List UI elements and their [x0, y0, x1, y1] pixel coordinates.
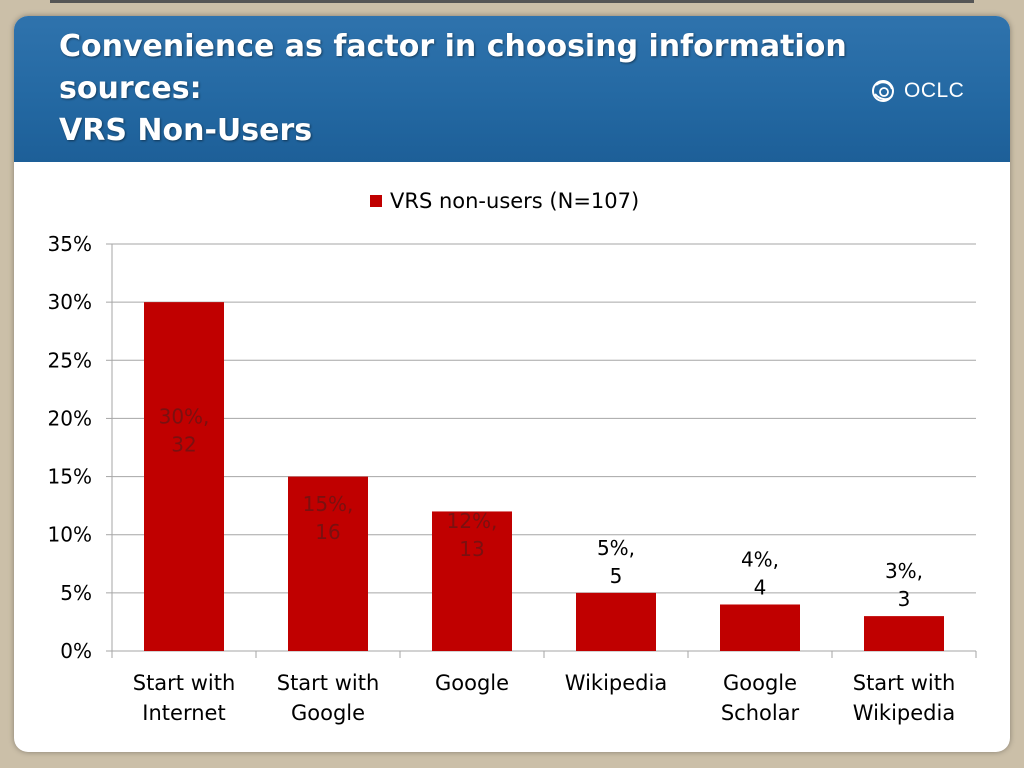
x-category-label-line: Wikipedia: [565, 671, 667, 695]
bar: [576, 592, 656, 651]
bar: [864, 616, 944, 651]
data-label-line: 30%,: [159, 405, 210, 429]
y-tick-label: 25%: [48, 348, 92, 372]
slide-header: Convenience as factor in choosing inform…: [14, 16, 1010, 162]
x-category-label: Start with Internet: [133, 671, 236, 725]
data-label: 12%, 13: [447, 509, 498, 561]
y-tick-label: 10%: [48, 523, 92, 547]
x-category-label-line: Wikipedia: [853, 701, 955, 725]
data-label: 30%, 32: [159, 405, 210, 457]
data-label-line: 5%,: [597, 536, 635, 560]
y-axis: 0% 5% 10% 15% 20% 25% 30% 35%: [48, 232, 113, 663]
x-category-label-line: Google: [435, 671, 509, 695]
x-category-label: Wikipedia: [565, 671, 667, 695]
y-tick-label: 15%: [48, 465, 92, 489]
x-category-label-line: Start with: [277, 671, 380, 695]
chart-legend: VRS non-users (N=107): [370, 189, 639, 213]
legend-swatch: [370, 195, 382, 207]
x-category-label-line: Google: [723, 671, 797, 695]
y-tick-label: 30%: [48, 290, 92, 314]
data-label-line: 13: [459, 537, 484, 561]
data-label-line: 32: [171, 433, 196, 457]
bars: [144, 302, 944, 651]
x-category-label-line: Google: [291, 701, 365, 725]
x-category-label: Google Scholar: [721, 671, 800, 725]
slide: Convenience as factor in choosing inform…: [14, 16, 1010, 752]
data-label-line: 16: [315, 520, 340, 544]
data-label: 15%, 16: [303, 492, 354, 544]
data-label-line: 3: [898, 587, 911, 611]
data-label-line: 4: [754, 575, 767, 599]
top-border-line: [50, 0, 974, 3]
chart-area: VRS non-users (N=107) 0% 5% 10% 15% 20% 25% 30…: [14, 162, 1010, 752]
x-category-label: Start with Wikipedia: [853, 671, 956, 725]
data-label: 5%, 5: [597, 536, 635, 588]
bar: [288, 476, 368, 651]
title-line-3: VRS Non-Users: [59, 113, 313, 148]
title-line-2: sources:: [59, 71, 202, 106]
x-category-label-line: Scholar: [721, 701, 800, 725]
y-tick-label: 0%: [60, 639, 92, 663]
bar-chart: VRS non-users (N=107) 0%5%10%15%20%25%30…: [48, 189, 977, 725]
legend-label: VRS non-users (N=107): [390, 189, 639, 213]
gridlines: [112, 243, 976, 594]
data-label-line: 5: [610, 564, 623, 588]
data-label-line: 3%,: [885, 559, 923, 583]
y-tick-label: 35%: [48, 232, 92, 256]
slide-title: Convenience as factor in choosing inform…: [59, 26, 859, 152]
x-category-label-line: Start with: [133, 671, 236, 695]
data-label-line: 4%,: [741, 547, 779, 571]
title-line-1: Convenience as factor in choosing inform…: [59, 29, 847, 64]
data-label: 4%, 4: [741, 547, 779, 599]
bar: [144, 302, 224, 651]
x-category-label: Google: [435, 671, 509, 695]
x-category-label: Start with Google: [277, 671, 380, 725]
data-label-line: 12%,: [447, 509, 498, 533]
y-tick-label: 5%: [60, 581, 92, 605]
data-label: 3%, 3: [885, 559, 923, 611]
oclc-logo: OCLC: [870, 74, 964, 108]
oclc-logo-text: OCLC: [904, 79, 965, 102]
bar: [720, 604, 800, 651]
bar: [432, 511, 512, 651]
x-category-label-line: Internet: [142, 701, 225, 725]
x-category-label-line: Start with: [853, 671, 956, 695]
oclc-globe-icon: [872, 80, 894, 102]
data-label-line: 15%,: [303, 492, 354, 516]
y-tick-label: 20%: [48, 406, 92, 430]
